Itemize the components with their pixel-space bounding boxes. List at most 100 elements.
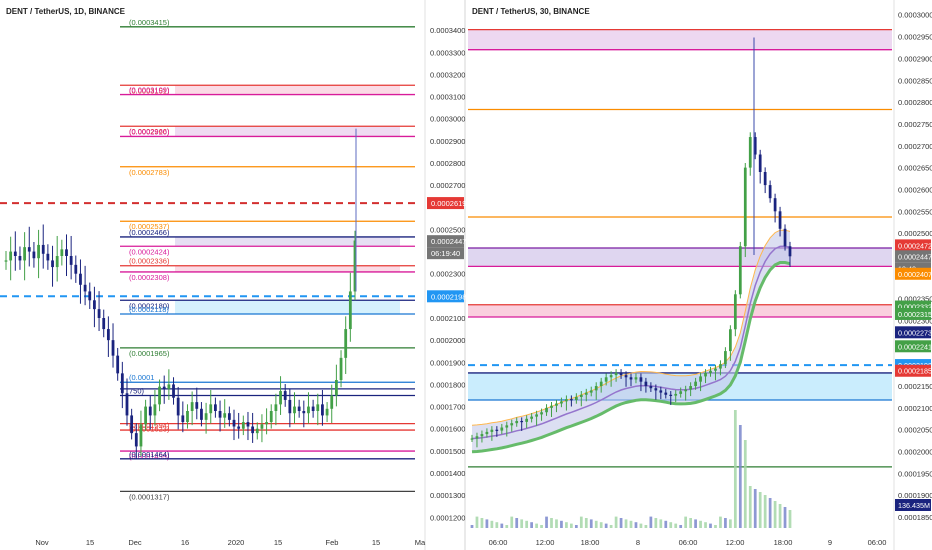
candle-body[interactable] (480, 434, 484, 437)
candle-body[interactable] (768, 185, 772, 199)
candle-body[interactable] (353, 240, 357, 292)
candle-body[interactable] (237, 426, 241, 429)
candle-body[interactable] (13, 251, 17, 256)
candle-body[interactable] (644, 381, 648, 387)
candle-body[interactable] (545, 407, 548, 413)
candle-body[interactable] (204, 413, 208, 420)
candle-body[interactable] (302, 411, 306, 414)
candle-body[interactable] (485, 431, 489, 435)
candle-body[interactable] (167, 384, 171, 389)
candle-body[interactable] (714, 368, 717, 371)
candle-body[interactable] (719, 364, 722, 369)
candle-body[interactable] (500, 427, 504, 431)
candle-body[interactable] (624, 375, 628, 378)
candle-body[interactable] (629, 377, 633, 380)
candle-body[interactable] (669, 394, 673, 396)
candle-body[interactable] (679, 391, 683, 394)
candle-body[interactable] (348, 291, 352, 330)
candle-body[interactable] (584, 392, 588, 395)
candle-body[interactable] (51, 260, 54, 268)
candle-body[interactable] (9, 251, 13, 261)
candle-body[interactable] (102, 318, 106, 330)
candle-body[interactable] (46, 253, 50, 261)
candle-body[interactable] (148, 406, 152, 416)
candle-body[interactable] (654, 388, 658, 391)
candle-body[interactable] (65, 249, 68, 256)
candle-body[interactable] (339, 357, 343, 380)
candle-body[interactable] (269, 411, 273, 423)
candle-body[interactable] (97, 309, 101, 318)
candle-body[interactable] (694, 381, 697, 387)
candle-body[interactable] (4, 260, 8, 262)
candle-body[interactable] (520, 420, 524, 423)
candle-body[interactable] (83, 284, 87, 292)
candle-body[interactable] (274, 404, 278, 411)
candle-body[interactable] (570, 399, 573, 401)
candle-body[interactable] (144, 406, 147, 425)
candle-body[interactable] (232, 419, 236, 427)
candle-body[interactable] (79, 273, 82, 285)
candle-body[interactable] (260, 424, 264, 429)
candle-body[interactable] (475, 436, 479, 439)
candle-body[interactable] (733, 294, 737, 330)
candle-body[interactable] (279, 391, 282, 405)
candle-body[interactable] (200, 408, 203, 420)
candle-body[interactable] (579, 394, 583, 397)
candle-body[interactable] (599, 381, 603, 387)
candle-body[interactable] (614, 372, 618, 376)
candle-body[interactable] (37, 244, 40, 259)
candle-body[interactable] (724, 351, 727, 365)
candle-body[interactable] (743, 167, 747, 247)
candle-body[interactable] (18, 256, 22, 261)
candle-body[interactable] (334, 380, 338, 396)
candle-body[interactable] (704, 372, 707, 377)
candle-body[interactable] (344, 329, 348, 358)
candle-body[interactable] (604, 377, 608, 382)
candle-body[interactable] (709, 370, 712, 373)
candle-body[interactable] (560, 401, 563, 404)
candle-body[interactable] (555, 403, 558, 406)
candle-body[interactable] (525, 418, 529, 422)
candle-body[interactable] (674, 393, 678, 396)
candle-body[interactable] (321, 404, 324, 416)
candle-body[interactable] (307, 406, 310, 414)
candle-body[interactable] (162, 386, 166, 389)
candle-body[interactable] (689, 386, 692, 390)
candle-body[interactable] (311, 406, 315, 411)
candle-body[interactable] (130, 415, 134, 434)
candle-body[interactable] (74, 264, 78, 274)
candle-body[interactable] (227, 413, 231, 420)
candle-body[interactable] (565, 399, 568, 402)
candle-body[interactable] (540, 412, 543, 415)
candle-body[interactable] (609, 375, 613, 378)
candle-body[interactable] (195, 402, 199, 409)
candle-body[interactable] (288, 399, 292, 414)
candle-body[interactable] (241, 422, 245, 429)
candle-body[interactable] (116, 355, 120, 374)
candle-body[interactable] (763, 171, 767, 186)
candle-body[interactable] (664, 392, 668, 395)
candle-body[interactable] (535, 414, 538, 417)
candle-body[interactable] (209, 404, 213, 414)
candle-body[interactable] (41, 244, 45, 254)
candle-body[interactable] (490, 429, 494, 432)
right-chart-panel[interactable]: 0.0003000 0.0002950 0.0002900 0.0002850 0.00… (468, 0, 932, 550)
candle-body[interactable] (111, 340, 115, 356)
candle-body[interactable] (659, 390, 663, 393)
candle-body[interactable] (530, 416, 533, 419)
candle-body[interactable] (297, 406, 301, 411)
candle-body[interactable] (778, 211, 782, 229)
candle-body[interactable] (495, 429, 499, 431)
candle-body[interactable] (748, 137, 752, 168)
candle-body[interactable] (729, 329, 732, 352)
candle-body[interactable] (773, 198, 777, 212)
left-chart-panel[interactable]: (0.0003415) (0.0003151)(0.0003109) (0.0002… (0, 0, 466, 550)
candle-body[interactable] (218, 411, 222, 418)
candle-body[interactable] (106, 329, 110, 341)
candle-body[interactable] (251, 426, 255, 434)
candle-body[interactable] (293, 406, 296, 414)
candle-body[interactable] (753, 137, 757, 155)
candle-body[interactable] (153, 404, 157, 416)
candle-body[interactable] (758, 154, 762, 172)
